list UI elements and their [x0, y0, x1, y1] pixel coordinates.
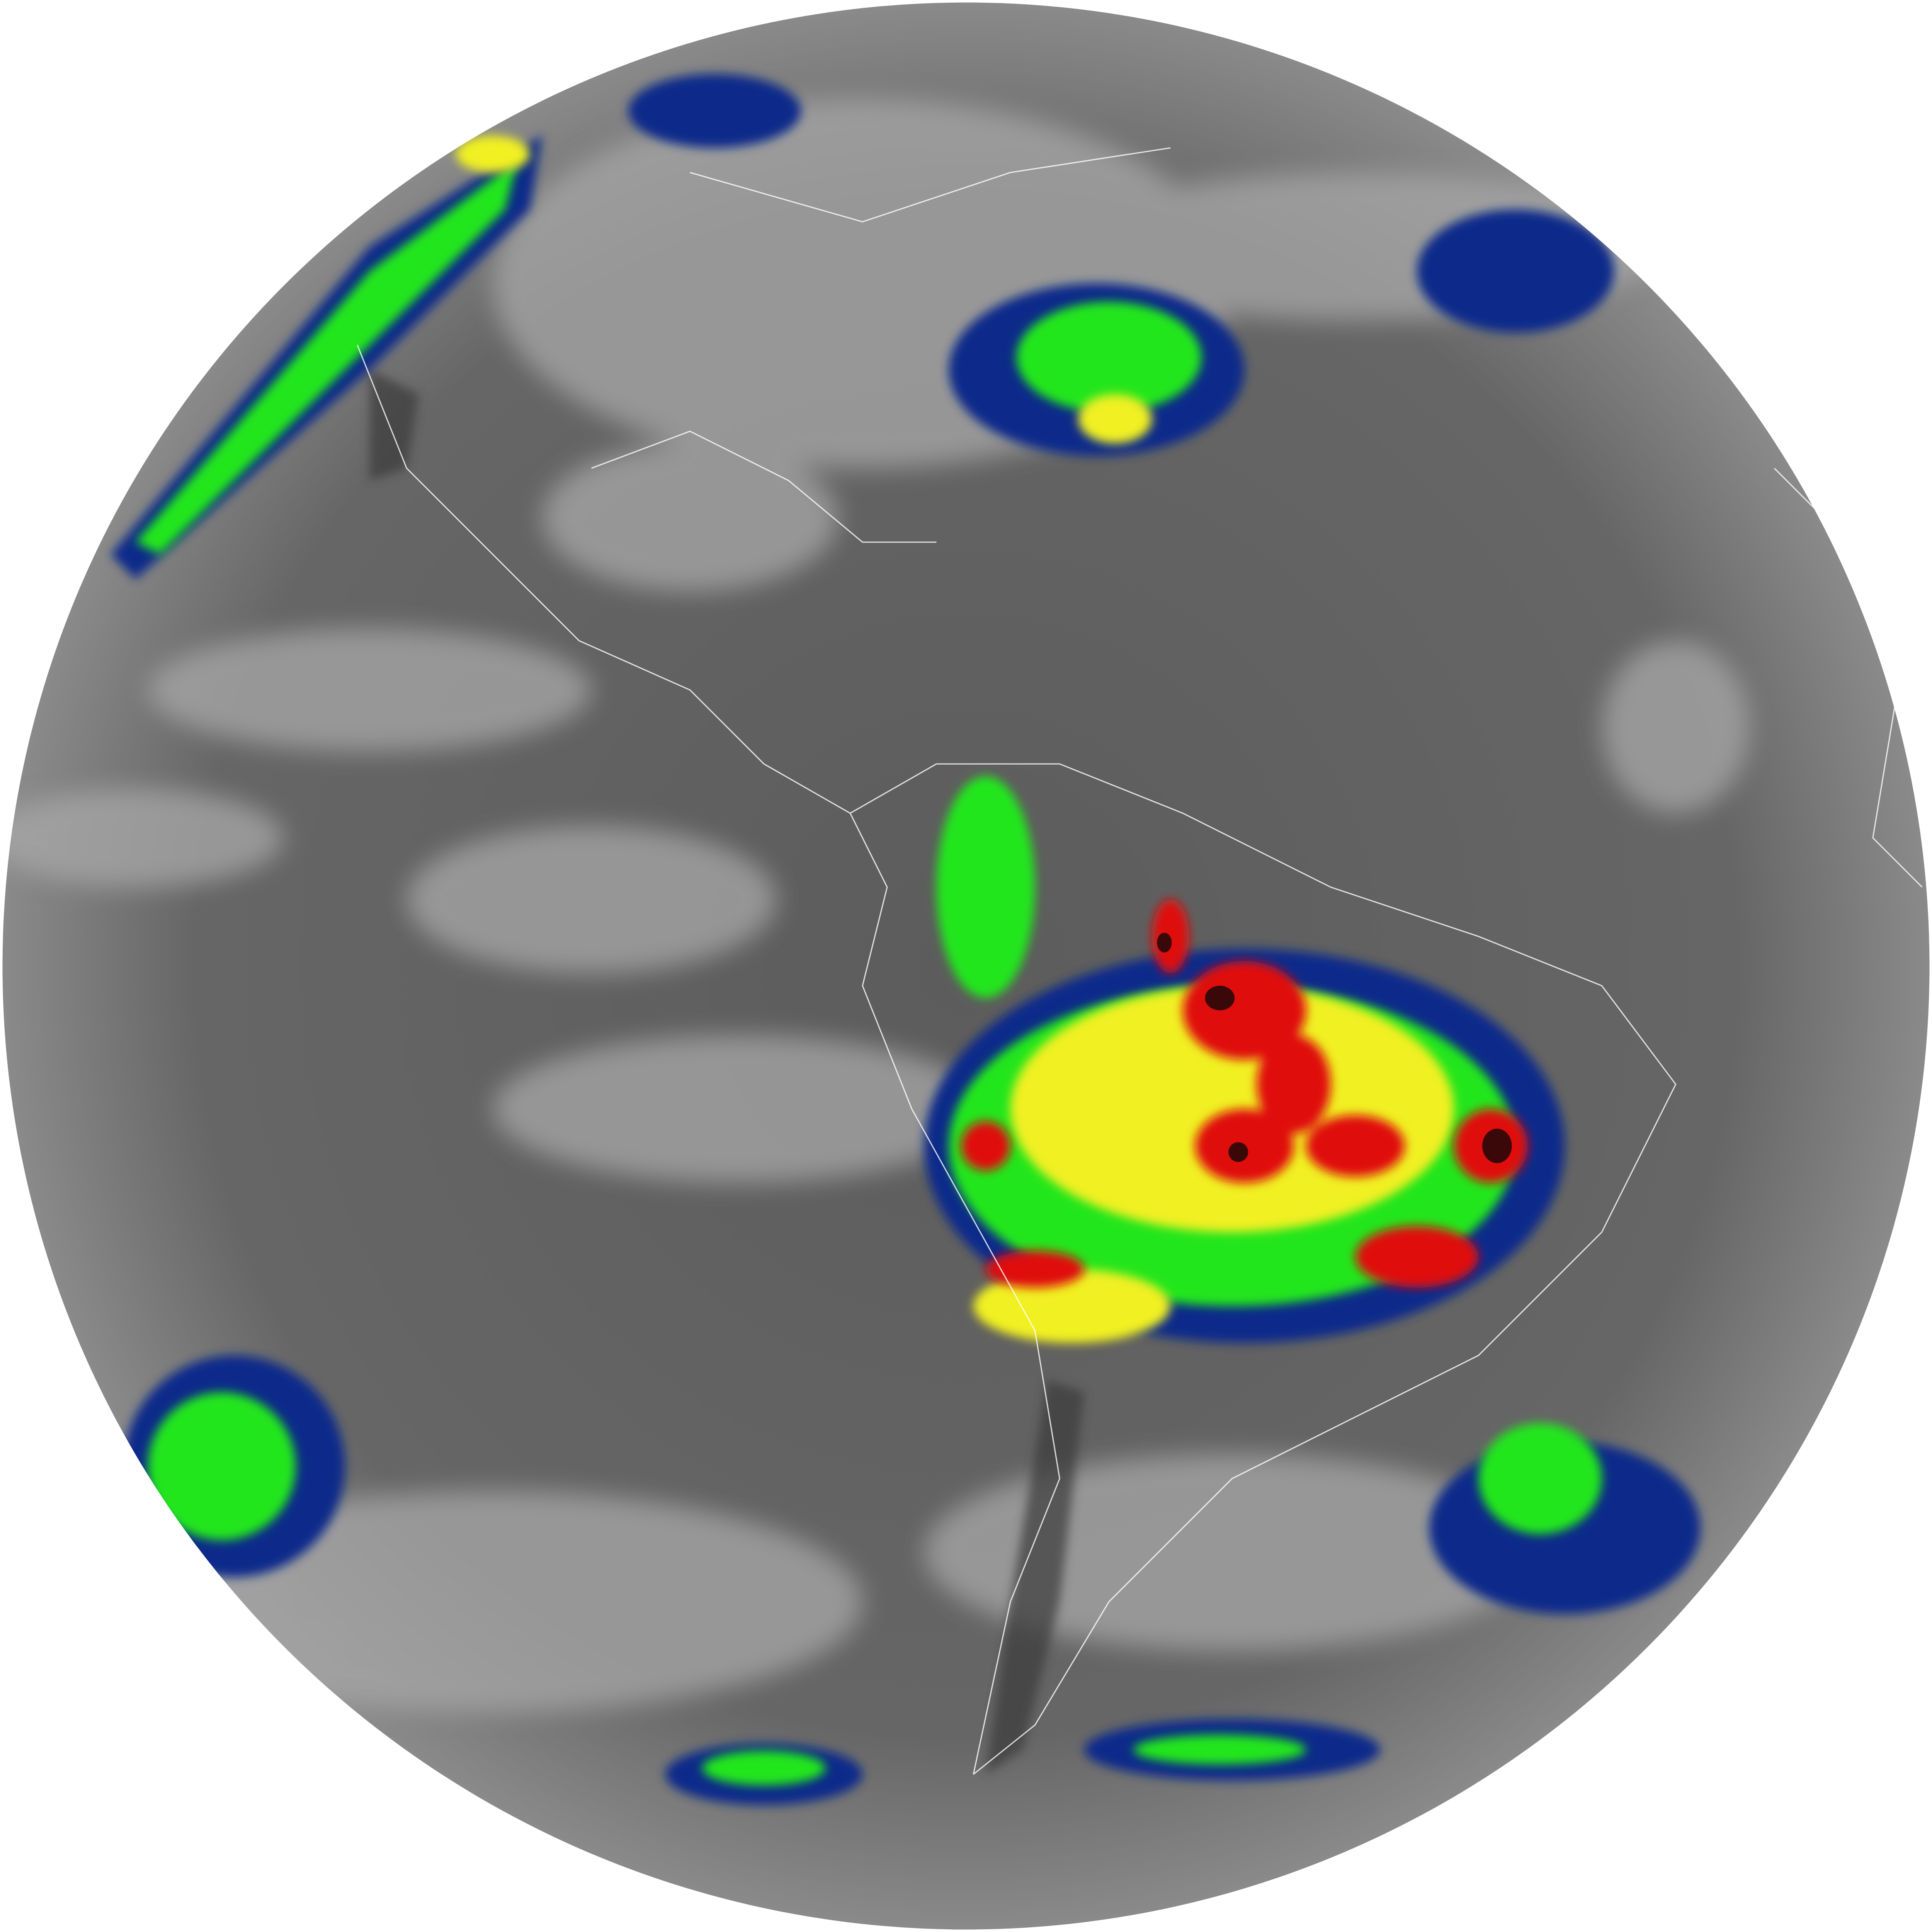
cold-cloud-tops — [111, 74, 1701, 1805]
coastline-north-atlantic — [690, 147, 1171, 223]
cloud-fields — [2, 99, 1750, 1713]
storm-northeast — [1417, 209, 1614, 333]
coastline-south-america — [849, 763, 1677, 1775]
coastline-north-america — [357, 345, 937, 814]
storm-canada — [628, 74, 801, 148]
